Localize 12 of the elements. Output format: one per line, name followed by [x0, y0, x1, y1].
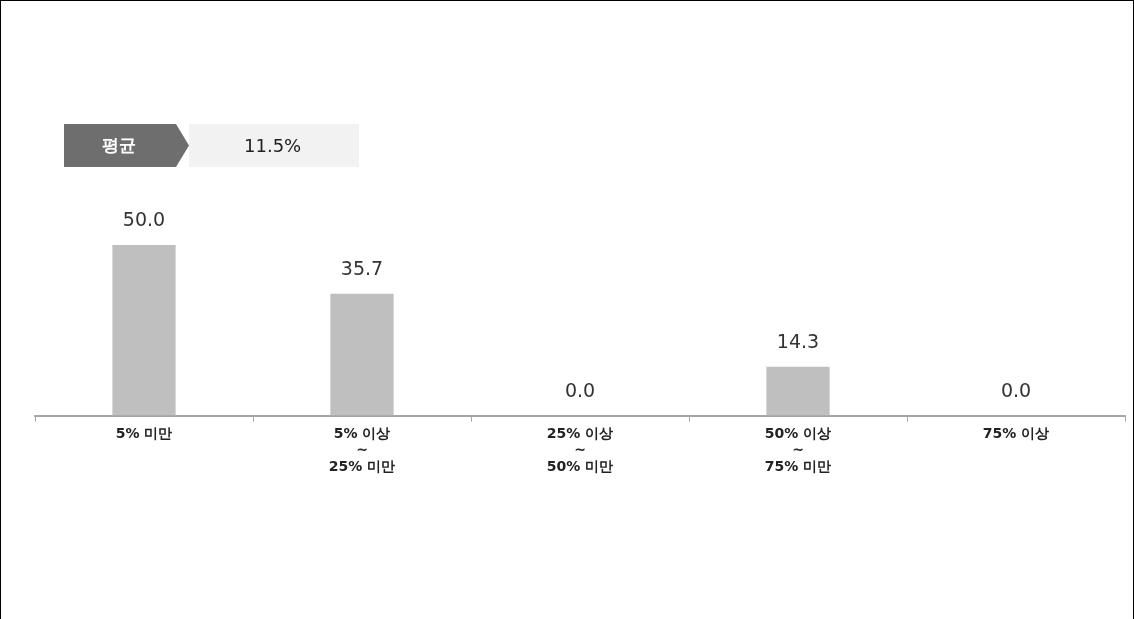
text: 11.5% — [189, 124, 359, 167]
data-label: 50.0 — [122, 208, 166, 231]
data-label: 35.7 — [340, 257, 384, 280]
data-label: 14.3 — [776, 330, 820, 353]
x-tick-label: 50% 이상 ~ 75% 미만 — [764, 424, 832, 475]
x-tick-label: 5% 이상 ~ 25% 미만 — [328, 424, 396, 475]
data-label: 0.0 — [1000, 379, 1032, 402]
data-label: 0.0 — [564, 379, 596, 402]
text: 평균 — [101, 134, 137, 157]
x-tick-label: 5% 미만 — [115, 424, 173, 441]
x-tick-label: 25% 이상 ~ 50% 미만 — [546, 424, 614, 475]
x-tick-label: 75% 이상 — [982, 424, 1050, 441]
